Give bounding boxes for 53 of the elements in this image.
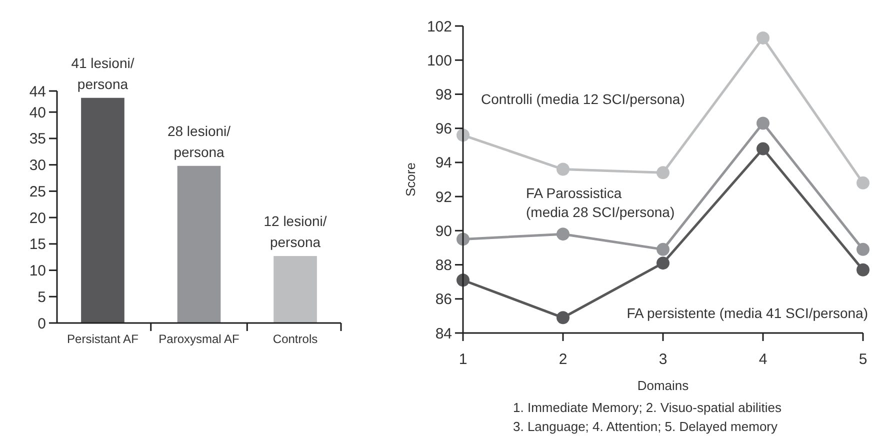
point: [856, 242, 870, 256]
annotation: 28 lesioni/ persona: [167, 122, 231, 160]
annotation: 41 lesioni/ persona: [71, 54, 134, 92]
series-label: FA persistente (media 41 SCI/persona): [626, 305, 868, 321]
point: [756, 142, 770, 156]
y-tick-label: 86: [435, 291, 452, 308]
text: 3. Language; 4. Attention; 5. Delayed memory: [513, 419, 778, 434]
y-tick-label: 20: [29, 210, 46, 227]
x-tick-label: 2: [558, 351, 568, 368]
bar: [81, 98, 124, 323]
y-tick-label: 5: [38, 288, 46, 306]
y-tick-label: 35: [29, 130, 46, 148]
annotation: 12 lesioni/ persona: [264, 213, 327, 250]
y-tick-label: 88: [435, 257, 452, 274]
x-tick-label: 1: [458, 351, 468, 368]
bar: [274, 256, 317, 323]
y-tick-label: 98: [435, 86, 452, 104]
y-tick-label: 90: [435, 222, 452, 240]
y-tick-label: 84: [435, 325, 452, 342]
point: [756, 116, 770, 130]
point: [856, 176, 870, 190]
point: [556, 228, 570, 241]
y-tick-label: 96: [435, 120, 452, 138]
x-axis-title: Domains: [637, 378, 690, 393]
text: 1. Immediate Memory; 2. Visuo-spatial abilities: [513, 400, 782, 415]
y-tick-label: 10: [29, 262, 46, 280]
y-tick-label: 30: [29, 157, 46, 174]
x-tick-label: Controls: [272, 332, 318, 346]
x-tick-label: Paroxysmal AF: [158, 332, 240, 346]
y-tick-label: 100: [426, 52, 452, 70]
series-label: FA Parossistica (media 28 SCI/persona): [526, 185, 675, 220]
y-tick-label: 102: [426, 18, 452, 36]
point: [556, 311, 570, 324]
y-tick-label: 94: [435, 154, 452, 172]
point: [556, 162, 570, 176]
point: [656, 242, 670, 256]
x-tick-label: Persistant AF: [67, 332, 138, 346]
point: [856, 263, 870, 276]
point: [756, 31, 770, 44]
y-tick-label: 44: [29, 83, 46, 100]
y-tick-label: 92: [435, 188, 452, 206]
y-tick-label: 25: [29, 183, 46, 200]
x-tick-label: 3: [658, 351, 668, 368]
point: [656, 166, 670, 180]
y-tick-label: 15: [29, 236, 46, 254]
x-tick-label: 5: [858, 351, 868, 368]
y-tick-label: 0: [38, 315, 46, 332]
bar: [177, 166, 221, 323]
point: [656, 256, 670, 270]
series-label: Controlli (media 12 SCI/persona): [481, 91, 685, 107]
x-tick-label: 4: [758, 351, 768, 368]
y-axis-title: Score: [403, 162, 418, 196]
y-tick-label: 40: [29, 104, 46, 122]
